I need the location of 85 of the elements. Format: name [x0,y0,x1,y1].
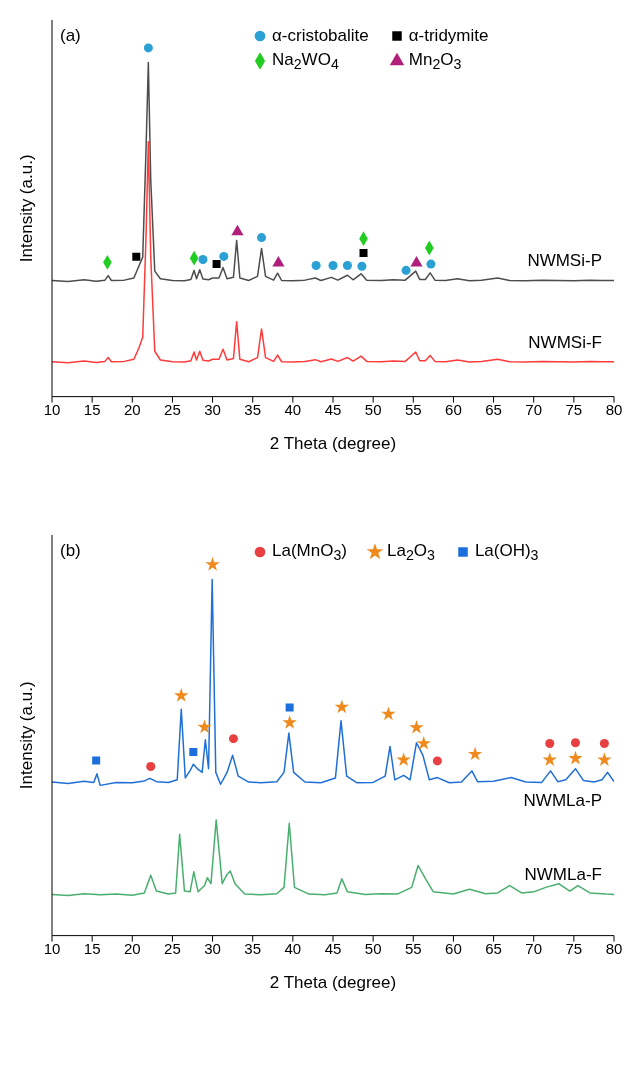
point [545,738,555,748]
x-tick-label: 70 [525,401,543,419]
point [542,752,557,766]
text: (b) [60,541,81,560]
point [132,252,141,261]
series-label: NWMSi-P [527,251,602,271]
x-tick-label: 50 [364,940,382,958]
point [401,265,411,275]
x-tick-label: 35 [244,401,262,419]
x-tick-label: 15 [83,401,101,419]
legend-label: La$_{2}$O$_{3}$ [386,541,435,564]
point [570,738,580,748]
x-tick-label: 25 [164,401,181,419]
legend-label: α-cristobalite [272,26,369,46]
series-label: NWMSi-F [528,332,602,352]
legend-label: La(MnO$_{3}$) [272,541,347,564]
x-tick-label: 25 [164,940,181,958]
x-axis-title: 2 Theta (degree) [269,433,397,453]
point [416,735,431,750]
point [597,752,612,766]
point [599,738,609,748]
point [198,255,208,265]
x-tick-label: 20 [123,940,141,958]
x-tick-label: 75 [565,401,583,419]
point [143,43,153,53]
point [359,248,368,257]
x-tick-label: 75 [565,940,583,958]
point [228,734,238,744]
legend-label: α-tridymite [408,26,489,46]
point [197,719,212,734]
x-tick-label: 55 [404,401,422,419]
legend-label: Na$_{2}$WO$_{4}$ [272,50,339,73]
point [272,256,285,267]
point [219,251,229,261]
x-tick-label: 45 [324,940,342,958]
point [409,719,424,734]
x-tick-label: 15 [83,940,101,958]
series-label: NWMLa-P [523,790,602,810]
point [410,256,423,267]
point [189,748,198,756]
point [285,703,294,712]
point [146,761,156,771]
point [357,261,367,271]
point [381,706,396,721]
point [568,750,583,765]
x-tick-label: 80 [605,940,623,958]
point [282,715,297,729]
legend-label: Mn$_{2}$O$_{3}$ [408,50,462,73]
point [257,233,267,243]
x-tick-label: 65 [485,401,502,419]
point [432,756,442,766]
point [92,756,101,765]
series-label: NWMLa-F [524,865,602,885]
point [205,557,220,571]
x-tick-label: 70 [525,940,543,958]
x-tick-label: 65 [485,940,502,958]
point [396,752,411,766]
x-tick-label: 80 [605,401,623,419]
y-axis-title: Intensity (a.u.) [17,154,37,263]
text: (a) [60,26,81,45]
x-tick-label: 20 [123,401,141,419]
point [212,260,221,269]
legend-label: La(OH)$_{3}$ [474,541,539,564]
x-tick-label: 40 [284,401,302,419]
x-tick-label: 40 [284,940,302,958]
x-tick-label: 60 [445,940,462,958]
x-axis-title: 2 Theta (degree) [269,972,397,992]
point [231,224,244,236]
point [311,260,321,270]
x-tick-label: 30 [204,940,221,958]
y-axis-title: Intensity (a.u.) [17,681,37,790]
x-tick-label: 10 [43,940,61,958]
x-tick-label: 35 [244,940,262,958]
point [328,260,338,270]
point [334,699,350,714]
x-tick-label: 30 [204,401,221,419]
point [426,259,436,269]
point [467,746,483,761]
x-tick-label: 60 [445,401,462,419]
point [174,688,189,702]
x-tick-label: 10 [43,401,61,419]
x-tick-label: 50 [364,401,382,419]
point [342,260,352,270]
x-tick-label: 45 [324,401,342,419]
x-tick-label: 55 [404,940,422,958]
